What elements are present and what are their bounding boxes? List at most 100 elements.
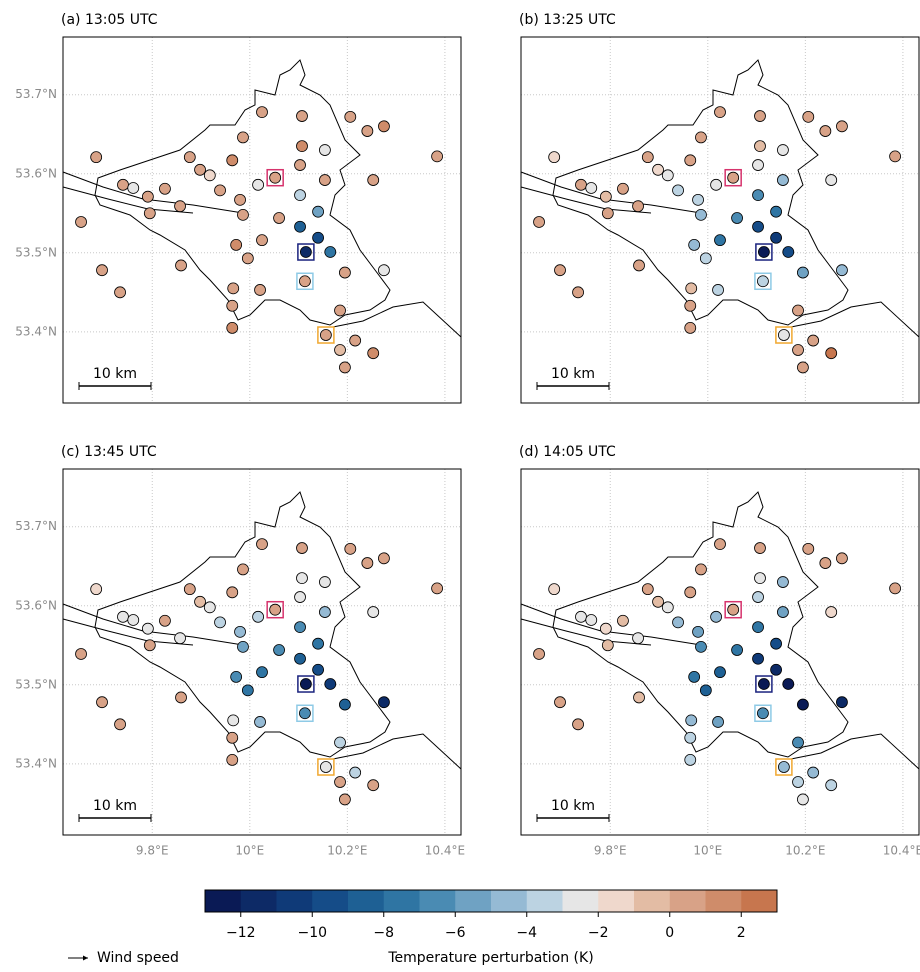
station-point [237,563,249,576]
station-point [312,205,324,218]
station-point [241,252,254,265]
station-point [548,583,561,596]
station-point [889,150,902,163]
station-point [777,144,789,156]
x-tick-label: 9.8°E [594,844,627,858]
station-point [75,216,87,228]
station-point [533,216,545,228]
station-point [294,652,306,665]
station-point [633,259,645,272]
station-point [299,678,312,690]
colorbar-bin [491,890,528,912]
station-point [378,552,390,565]
station-point [684,154,697,167]
station-point [226,299,239,312]
station-point [641,151,654,164]
x-tick-label: 10.2°E [785,844,825,858]
station-point [114,718,126,731]
x-tick-label: 10.2°E [327,844,367,858]
station-point [226,154,239,167]
station-point [836,120,848,133]
station-point [548,151,561,164]
station-point [533,648,545,660]
colorbar-tick-label: 2 [737,925,746,941]
station-point [143,639,156,652]
station-point [782,246,795,258]
station-point [797,361,809,374]
station-point [632,200,644,213]
station-point [825,174,838,186]
station-point [710,610,722,623]
colorbar-bin [276,890,313,912]
highlight-square [266,168,284,187]
panel-frame [520,468,920,836]
station-point [757,678,770,690]
station-point [269,603,282,616]
station-point [367,347,380,360]
station-point [431,582,444,595]
station-point [685,714,698,727]
station-point [349,334,362,347]
station-point [312,663,324,676]
station-point [688,239,701,251]
station-point [254,284,266,296]
station-point [299,707,311,720]
station-point [90,583,103,596]
station-point [127,614,140,626]
station-point [792,736,804,749]
station-point [688,671,701,683]
station-point [684,731,697,744]
colorbar-tick-label: −10 [297,925,327,941]
station-point [296,110,308,122]
station-point [194,595,206,608]
station-point [319,761,332,773]
highlight-square [755,675,773,693]
station-point [685,282,698,295]
station-point [699,684,712,697]
station-point [819,557,832,569]
map-panel: (a) 13:05 UTC 53.4°N 53.5°N 53.6°N 53.7°N 10 … [15,12,462,404]
station-point [575,178,587,191]
colorbar-tick-label: −4 [516,925,537,941]
station-point [617,182,629,195]
station-point [714,666,726,679]
station-point [712,716,724,728]
city-boundary [552,59,849,326]
station-point [633,691,645,704]
station-point [661,601,674,614]
wind-legend-label: Wind speed [97,950,179,966]
station-point [234,625,246,638]
station-point [237,640,249,653]
station-point [825,779,838,792]
station-point [334,776,346,788]
station-point [825,606,838,618]
station-point [159,614,171,627]
station-point [757,275,769,288]
station-point [770,663,782,676]
panel-frame [62,468,462,836]
panel-title: (a) 13:05 UTC [61,12,158,28]
colorbar-bin [455,890,492,912]
x-tick-label: 10.4°E [883,844,920,858]
colorbar-tick-label: −8 [373,925,394,941]
station-point [344,110,357,123]
station-point [141,190,154,203]
station-point [378,120,390,133]
station-point [752,220,764,233]
station-point [194,163,206,176]
river-outline [520,171,920,338]
y-tick-label: 53.7°N [15,519,57,533]
panel-title: (c) 13:45 UTC [61,444,157,460]
station-point [752,591,764,603]
station-point [183,151,196,164]
station-point [273,644,285,656]
station-point [641,583,654,596]
station-point [361,125,374,137]
station-point [712,284,724,296]
city-boundary [94,491,391,758]
station-point [296,572,308,584]
station-point [230,239,243,251]
y-tick-label: 53.4°N [15,756,57,770]
station-point [378,696,390,709]
